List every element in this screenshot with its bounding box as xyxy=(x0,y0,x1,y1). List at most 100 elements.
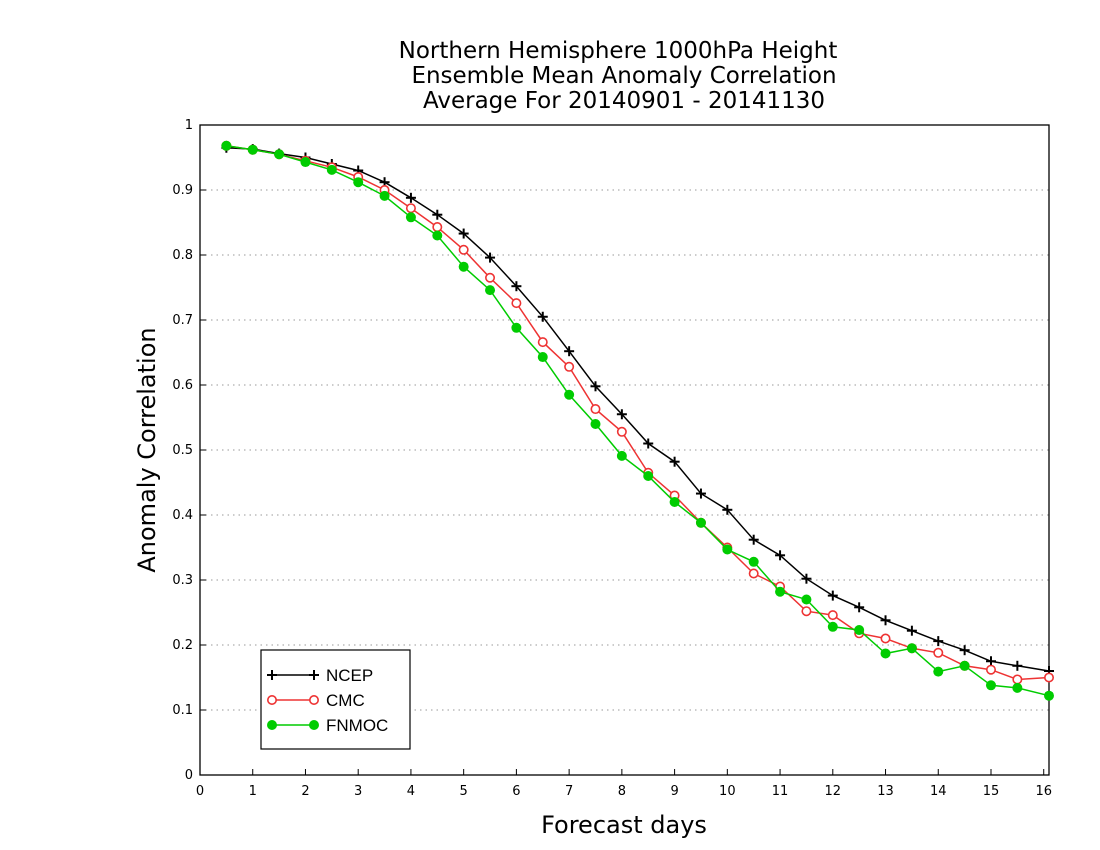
point-fnmoc xyxy=(722,544,733,555)
point-ncep xyxy=(695,488,706,499)
x-tick-label: 6 xyxy=(512,784,520,799)
point-cmc xyxy=(1012,674,1023,685)
legend-marker-end-ncep xyxy=(309,670,319,680)
point-ncep xyxy=(643,438,654,449)
point-ncep xyxy=(432,209,443,220)
point-ncep xyxy=(748,534,759,545)
x-tick-label: 10 xyxy=(719,784,736,799)
x-tick-label: 15 xyxy=(983,784,1000,799)
x-tick-label: 13 xyxy=(877,784,894,799)
y-axis-label: Anomaly Correlation xyxy=(133,327,161,572)
point-fnmoc xyxy=(537,352,548,363)
point-fnmoc xyxy=(985,680,996,691)
y-tick-label: 0.9 xyxy=(172,183,193,198)
point-ncep xyxy=(405,192,416,203)
point-ncep xyxy=(669,456,680,467)
point-fnmoc xyxy=(643,471,654,481)
legend-marker-start-ncep xyxy=(267,670,277,680)
point-fnmoc xyxy=(221,140,232,151)
point-cmc xyxy=(748,568,759,579)
point-fnmoc xyxy=(458,261,469,272)
point-cmc xyxy=(485,272,496,283)
point-ncep xyxy=(511,281,522,292)
point-fnmoc xyxy=(590,419,601,429)
x-tick-label: 9 xyxy=(670,784,678,799)
series-line-fnmoc xyxy=(226,145,1050,697)
point-ncep xyxy=(801,573,812,584)
x-tick-label: 3 xyxy=(354,784,362,799)
legend-marker-start-fnmoc xyxy=(267,720,277,730)
point-cmc xyxy=(933,647,944,658)
axis-ticks: 00.10.20.30.40.50.60.70.80.910 1 2 3 4 5 6 7 8 9 1… xyxy=(172,118,1052,799)
x-tick-label: 11 xyxy=(772,784,789,799)
x-tick-label: 7 xyxy=(565,784,573,799)
legend-label-cmc: CMC xyxy=(326,691,365,710)
point-ncep xyxy=(485,252,496,263)
x-tick-label: 16 xyxy=(1035,784,1052,799)
series-layer xyxy=(221,140,1055,701)
y-tick-label: 0.6 xyxy=(172,378,193,393)
point-ncep xyxy=(933,636,944,647)
series-fnmoc xyxy=(221,140,1054,701)
chart-title: Northern Hemisphere 1000hPa Height Ensem… xyxy=(399,38,838,114)
series-cmc xyxy=(221,140,1055,685)
point-cmc xyxy=(564,361,575,372)
point-cmc xyxy=(1044,672,1055,683)
point-cmc xyxy=(616,426,627,437)
point-cmc xyxy=(432,222,443,233)
point-ncep xyxy=(985,656,996,667)
x-tick-label: 14 xyxy=(930,784,947,799)
point-fnmoc xyxy=(247,144,258,155)
point-cmc xyxy=(405,203,416,214)
point-ncep xyxy=(827,590,838,601)
point-fnmoc xyxy=(854,625,865,636)
x-tick-label: 1 xyxy=(249,784,257,799)
title-line-2: Ensemble Mean Anomaly Correlation xyxy=(411,63,836,89)
point-fnmoc xyxy=(616,450,627,461)
x-tick-label: 4 xyxy=(407,784,415,799)
y-tick-label: 0.1 xyxy=(172,703,193,718)
y-tick-label: 0.2 xyxy=(172,638,193,653)
x-tick-label: 12 xyxy=(825,784,842,799)
y-tick-label: 0 xyxy=(185,768,193,783)
point-fnmoc xyxy=(1012,682,1023,693)
point-ncep xyxy=(880,615,891,626)
point-ncep xyxy=(1012,660,1023,671)
point-fnmoc xyxy=(1044,690,1054,701)
point-fnmoc xyxy=(511,322,522,333)
point-fnmoc xyxy=(695,517,706,528)
point-fnmoc xyxy=(432,230,443,241)
x-tick-label: 8 xyxy=(618,784,626,799)
x-tick-label: 0 xyxy=(196,784,204,799)
point-fnmoc xyxy=(274,149,285,160)
point-fnmoc xyxy=(669,497,680,507)
point-ncep xyxy=(616,409,627,420)
point-fnmoc xyxy=(827,621,838,632)
legend-entry-ncep: NCEP xyxy=(267,666,373,685)
point-cmc xyxy=(880,633,891,644)
point-fnmoc xyxy=(906,643,917,654)
point-fnmoc xyxy=(379,190,390,201)
y-tick-label: 0.3 xyxy=(172,573,193,588)
legend-label-fnmoc: FNMOC xyxy=(326,716,388,735)
point-fnmoc xyxy=(959,660,970,671)
legend-entry-fnmoc: FNMOC xyxy=(267,716,388,735)
point-ncep xyxy=(775,550,786,561)
x-axis-label: Forecast days xyxy=(541,811,707,839)
point-fnmoc xyxy=(880,648,891,659)
series-line-cmc xyxy=(226,145,1050,681)
y-tick-label: 0.4 xyxy=(172,508,193,523)
point-ncep xyxy=(537,311,548,322)
point-fnmoc xyxy=(564,389,575,400)
title-line-1: Northern Hemisphere 1000hPa Height xyxy=(399,38,838,64)
point-ncep xyxy=(458,228,469,239)
y-tick-label: 1 xyxy=(185,118,193,133)
point-fnmoc xyxy=(353,177,364,188)
point-cmc xyxy=(827,610,838,621)
point-cmc xyxy=(801,606,812,617)
legend-label-ncep: NCEP xyxy=(326,666,373,685)
series-line-ncep xyxy=(226,147,1050,672)
point-ncep xyxy=(722,504,733,515)
point-fnmoc xyxy=(485,285,496,296)
